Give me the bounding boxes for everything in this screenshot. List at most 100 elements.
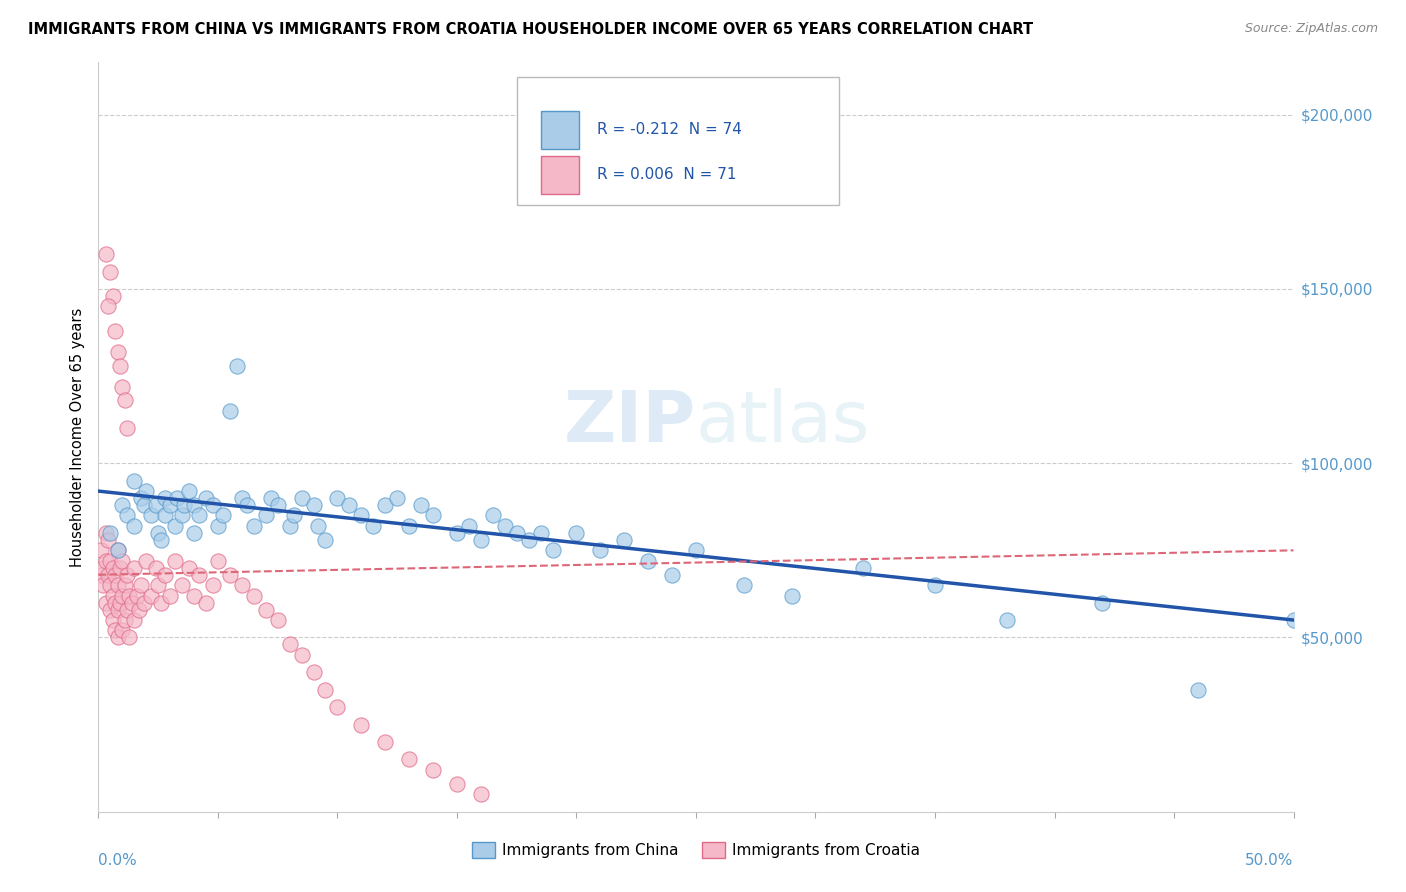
Point	[98, 602, 122, 616]
Point	[254, 508, 277, 523]
Point	[124, 613, 146, 627]
Point	[374, 735, 396, 749]
Point	[1282, 613, 1305, 627]
Point	[94, 596, 117, 610]
FancyBboxPatch shape	[541, 156, 579, 194]
Point	[94, 554, 117, 568]
Point	[307, 519, 329, 533]
Point	[211, 508, 233, 523]
Point	[94, 525, 117, 540]
Point	[104, 596, 127, 610]
Point	[131, 491, 153, 505]
Point	[350, 717, 373, 731]
Point	[207, 554, 229, 568]
Point	[115, 421, 138, 435]
Point	[235, 498, 257, 512]
Point	[159, 498, 181, 512]
Point	[733, 578, 755, 592]
Point	[350, 508, 373, 523]
Point	[107, 578, 129, 592]
Point	[173, 498, 195, 512]
Point	[91, 561, 114, 575]
Point	[254, 602, 277, 616]
Point	[259, 491, 281, 505]
Point	[995, 613, 1018, 627]
Point	[114, 613, 136, 627]
Point	[111, 589, 134, 603]
Point	[148, 578, 170, 592]
Point	[1091, 596, 1114, 610]
Point	[470, 787, 492, 801]
Point	[315, 682, 337, 697]
Point	[139, 508, 162, 523]
Point	[187, 567, 209, 582]
Point	[398, 519, 420, 533]
Point	[90, 543, 112, 558]
Point	[166, 491, 188, 505]
Point	[115, 508, 138, 523]
Point	[517, 533, 540, 547]
Y-axis label: Householder Income Over 65 years: Householder Income Over 65 years	[70, 308, 86, 566]
Point	[111, 554, 134, 568]
Point	[114, 393, 136, 408]
Point	[115, 567, 138, 582]
Point	[291, 491, 314, 505]
Point	[132, 596, 155, 610]
Point	[125, 589, 148, 603]
Point	[422, 508, 444, 523]
Point	[481, 508, 505, 523]
Point	[104, 567, 127, 582]
Point	[195, 596, 218, 610]
Point	[172, 508, 194, 523]
Point	[104, 324, 127, 338]
Point	[111, 498, 134, 512]
Point	[363, 519, 385, 533]
Point	[97, 567, 120, 582]
Point	[541, 543, 564, 558]
Point	[94, 247, 117, 261]
Point	[145, 498, 167, 512]
Point	[202, 498, 225, 512]
Point	[159, 589, 181, 603]
Point	[398, 752, 420, 766]
Point	[183, 589, 205, 603]
Point	[231, 578, 253, 592]
Point	[302, 665, 325, 680]
Point	[111, 379, 134, 393]
Point	[315, 533, 337, 547]
Point	[155, 508, 177, 523]
Point	[111, 624, 134, 638]
Point	[108, 561, 131, 575]
Point	[139, 589, 162, 603]
Point	[243, 589, 266, 603]
Point	[924, 578, 946, 592]
FancyBboxPatch shape	[541, 112, 579, 149]
Point	[98, 578, 122, 592]
Point	[278, 519, 301, 533]
Point	[589, 543, 612, 558]
Point	[179, 484, 201, 499]
Point	[411, 498, 433, 512]
Point	[128, 602, 150, 616]
Point	[132, 498, 155, 512]
Point	[231, 491, 253, 505]
Text: atlas: atlas	[696, 388, 870, 457]
Point	[422, 763, 444, 777]
Point	[104, 624, 127, 638]
Point	[470, 533, 492, 547]
Text: ZIP: ZIP	[564, 388, 696, 457]
Point	[98, 554, 122, 568]
Point	[458, 519, 481, 533]
Point	[91, 578, 114, 592]
Point	[124, 519, 146, 533]
Point	[149, 533, 172, 547]
Point	[107, 344, 129, 359]
Text: Source: ZipAtlas.com: Source: ZipAtlas.com	[1244, 22, 1378, 36]
Point	[101, 561, 124, 575]
Point	[135, 554, 157, 568]
Point	[101, 613, 124, 627]
Point	[131, 578, 153, 592]
Point	[107, 602, 129, 616]
Point	[172, 578, 194, 592]
Point	[219, 404, 242, 418]
